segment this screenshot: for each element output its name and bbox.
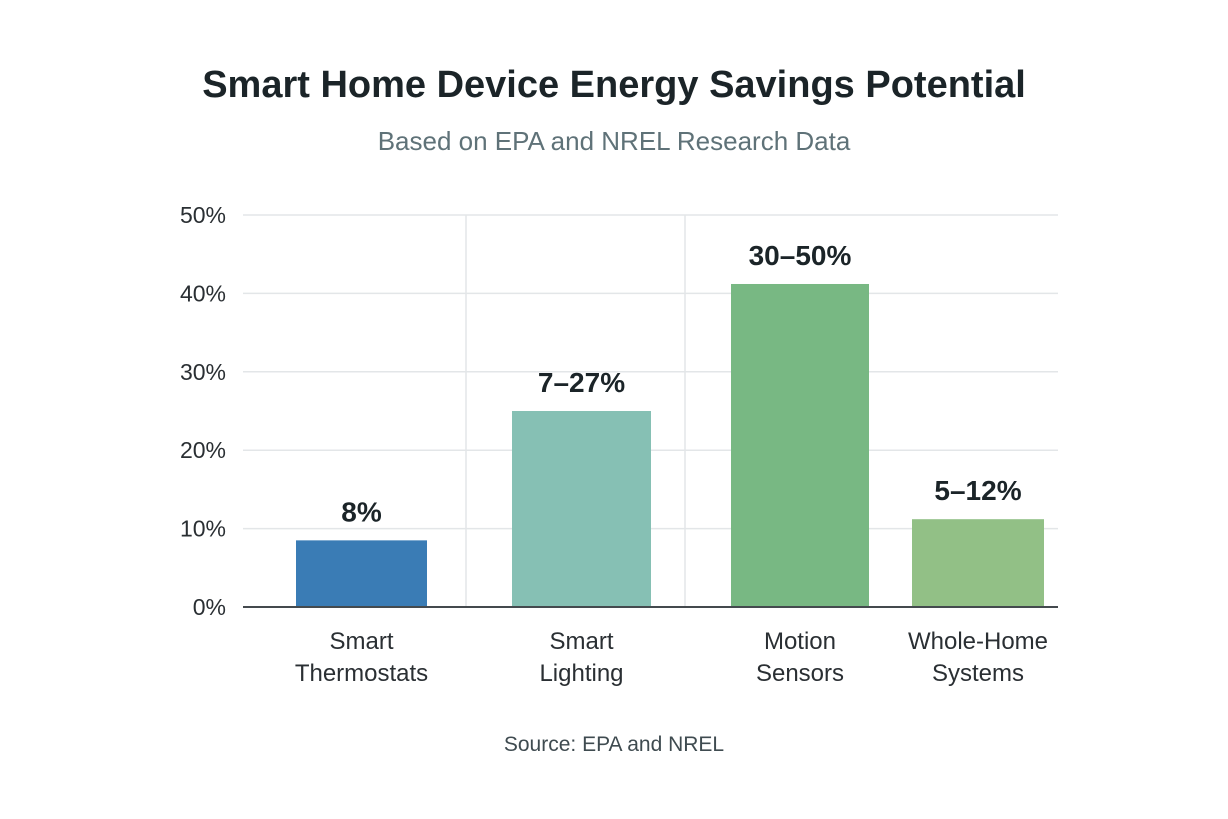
y-tick-label: 50% xyxy=(180,202,226,228)
y-tick-label: 40% xyxy=(180,280,226,306)
x-category-label: Smart xyxy=(549,628,613,655)
chart-subtitle: Based on EPA and NREL Research Data xyxy=(377,126,851,156)
bar-data-label: 8% xyxy=(341,496,382,527)
y-tick-label: 30% xyxy=(180,359,226,385)
x-category-label: Systems xyxy=(932,660,1024,687)
y-tick-label: 10% xyxy=(180,516,226,542)
bar-data-label: 7–27% xyxy=(538,367,625,398)
y-tick-label: 20% xyxy=(180,437,226,463)
bar-data-label: 30–50% xyxy=(749,240,852,271)
bar[interactable] xyxy=(912,519,1044,607)
x-category-label: Motion xyxy=(764,628,836,655)
bar[interactable] xyxy=(731,283,869,607)
x-category-label: Lighting xyxy=(539,660,623,687)
y-tick-label: 0% xyxy=(193,594,226,620)
chart-title: Smart Home Device Energy Savings Potenti… xyxy=(202,64,1026,106)
bar[interactable] xyxy=(512,411,651,607)
x-category-label: Thermostats xyxy=(295,660,428,687)
x-category-label: Smart xyxy=(329,628,393,655)
x-category-label: Whole-Home xyxy=(908,628,1048,655)
x-category-label: Sensors xyxy=(756,660,844,687)
bar[interactable] xyxy=(296,540,427,607)
chart-source: Source: EPA and NREL xyxy=(503,733,725,756)
bar-data-label: 5–12% xyxy=(934,475,1021,506)
